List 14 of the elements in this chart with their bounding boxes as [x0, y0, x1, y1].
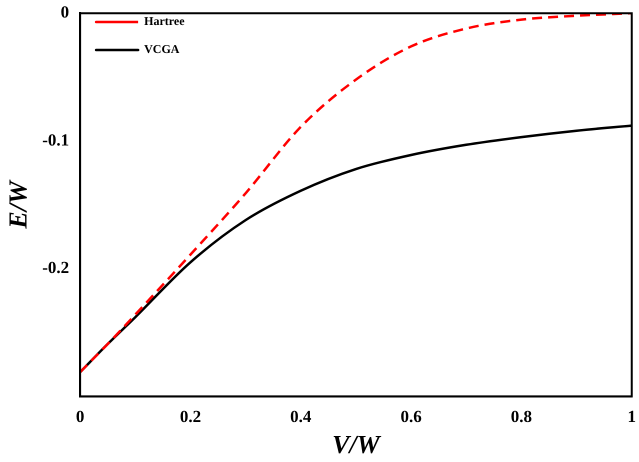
x-tick-label: 0.6 — [400, 406, 422, 426]
y-axis-title: E/W — [3, 179, 32, 230]
x-axis-title: V/W — [332, 430, 382, 460]
line-series — [80, 13, 632, 374]
x-tick-label: 0.2 — [180, 406, 202, 426]
legend-label: Hartree — [144, 14, 186, 28]
x-tick-label: 0.4 — [290, 406, 312, 426]
x-tick-label: 0.8 — [510, 406, 532, 426]
y-tick-label: -0.2 — [42, 258, 70, 278]
x-tick-label: 0 — [76, 406, 84, 426]
legend-label: VCGA — [144, 42, 180, 56]
y-tick-label: -0.1 — [42, 130, 70, 150]
y-tick-label: 0 — [60, 2, 70, 22]
x-tick-label: 1 — [628, 406, 636, 426]
